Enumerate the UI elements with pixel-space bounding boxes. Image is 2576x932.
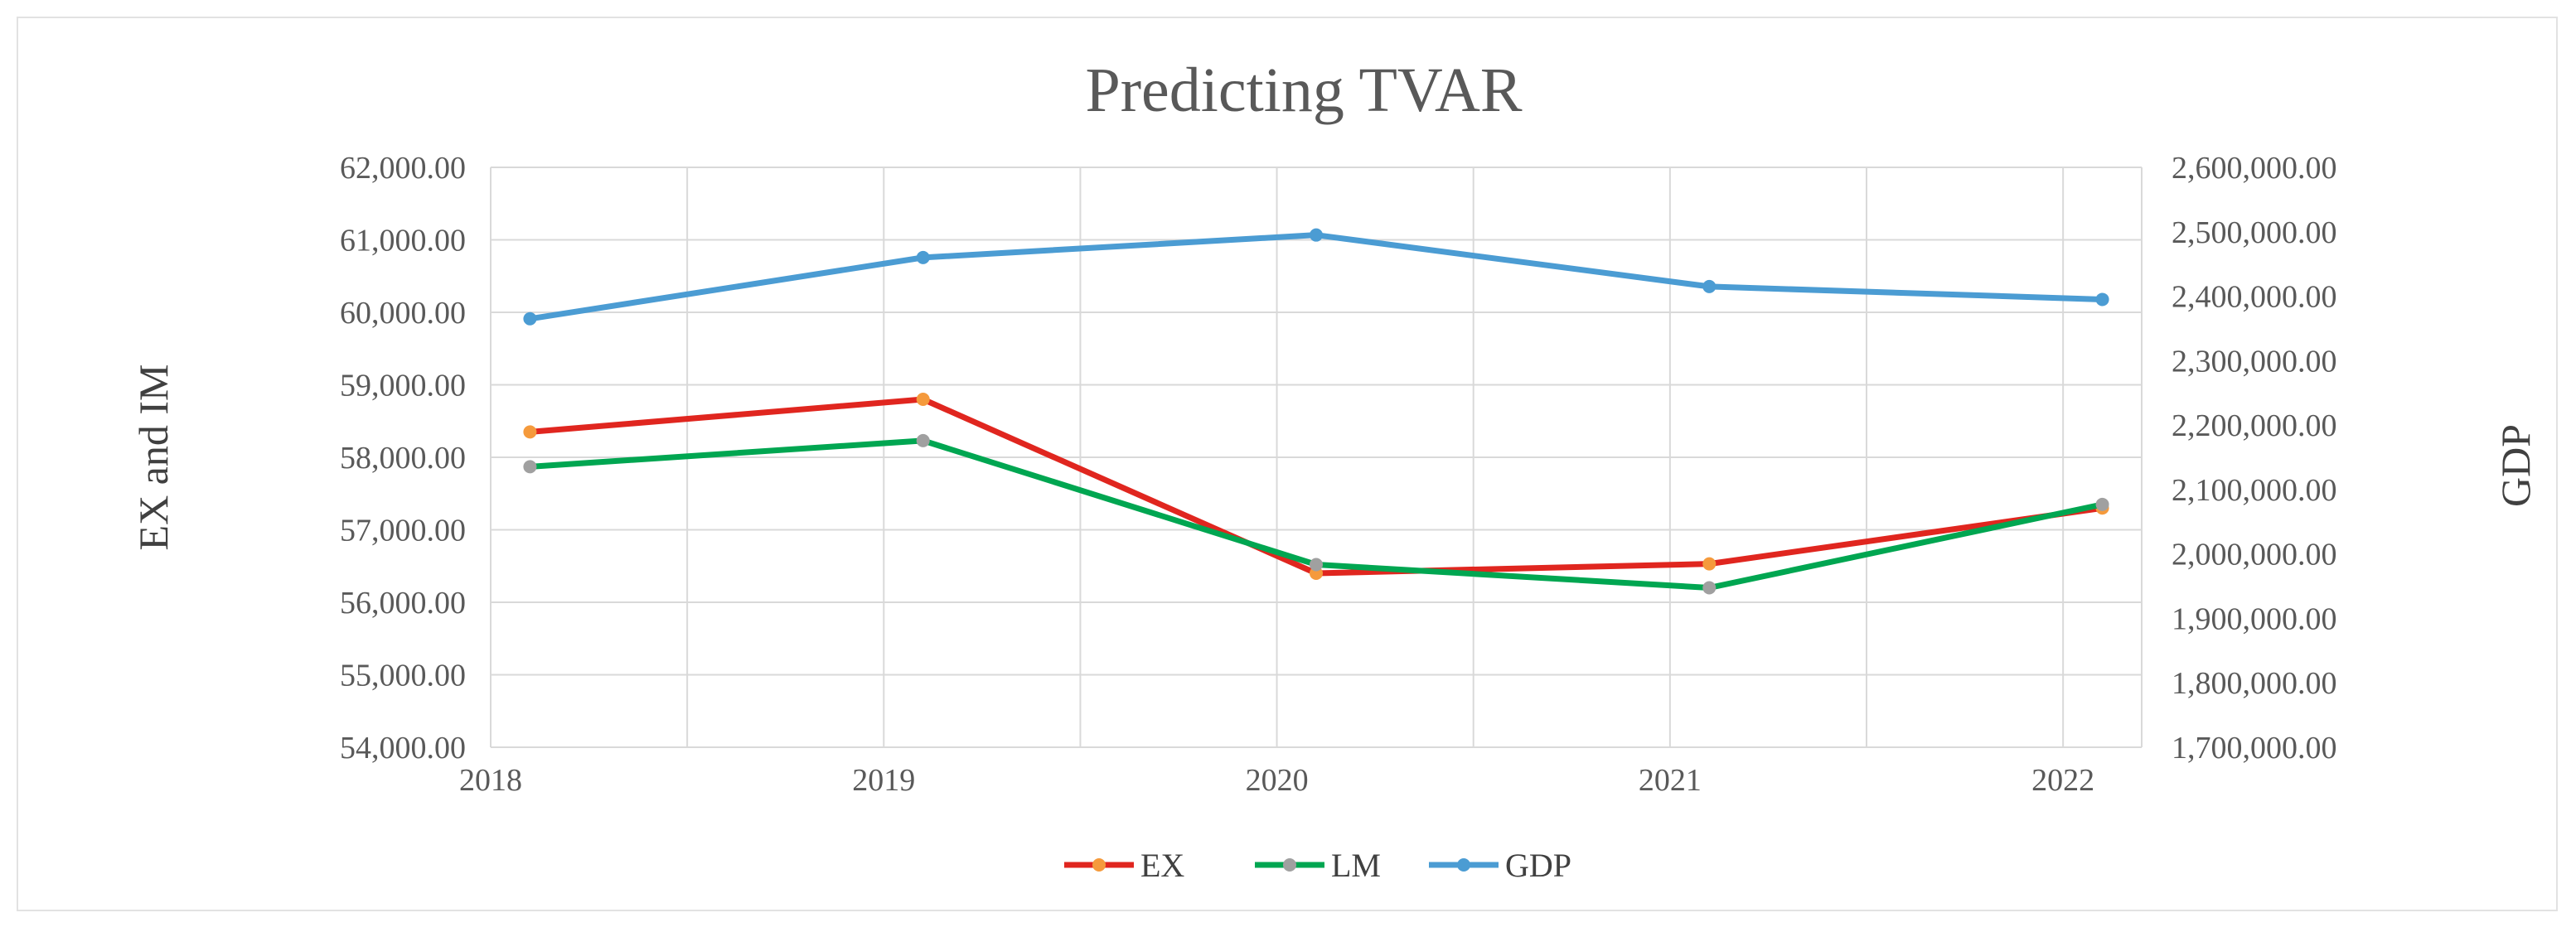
series-lm (523, 433, 2109, 595)
x-tick-label: 2022 (2031, 763, 2094, 798)
legend-swatch-marker (1457, 858, 1470, 872)
left-tick-label: 60,000.00 (340, 296, 466, 331)
x-tick-label: 2019 (852, 763, 915, 798)
right-tick-label: 2,400,000.00 (2172, 280, 2337, 315)
data-point-lm (916, 433, 930, 447)
legend-item-ex: EX (1064, 847, 1184, 884)
left-axis-ticks: 54,000.00 55,000.00 56,000.00 57,000.00 58,0… (340, 151, 466, 765)
right-tick-label: 2,300,000.00 (2172, 344, 2337, 379)
series-gdp (523, 228, 2109, 326)
right-tick-label: 1,700,000.00 (2172, 731, 2337, 765)
right-axis-ticks: 1,700,000.00 1,800,000.00 1,900,000.00 2,00… (2172, 151, 2337, 765)
grid-layer (490, 167, 2143, 748)
legend-swatch-marker (1283, 858, 1296, 872)
chart-title: Predicting TVAR (1085, 56, 1522, 125)
data-point-lm (1702, 581, 1717, 595)
data-point-lm (2095, 497, 2109, 511)
right-tick-label: 2,000,000.00 (2172, 538, 2337, 572)
data-point-gdp (523, 311, 537, 326)
right-tick-label: 2,100,000.00 (2172, 473, 2337, 508)
data-point-gdp (1702, 279, 1717, 293)
right-tick-label: 2,500,000.00 (2172, 215, 2337, 250)
data-point-ex (1702, 557, 1717, 571)
x-axis-ticks: 2018 2019 2020 2021 2022 (459, 763, 2094, 798)
x-tick-label: 2020 (1246, 763, 1309, 798)
right-tick-label: 2,600,000.00 (2172, 151, 2337, 186)
data-point-gdp (1310, 228, 1323, 242)
legend-item-gdp: GDP (1429, 847, 1571, 884)
left-tick-label: 59,000.00 (340, 369, 466, 403)
data-point-lm (1310, 558, 1323, 572)
left-tick-label: 56,000.00 (340, 586, 466, 621)
series-layer (523, 228, 2109, 595)
right-tick-label: 2,200,000.00 (2172, 408, 2337, 443)
data-point-lm (523, 460, 537, 474)
series-ex (523, 393, 2109, 580)
legend-label: GDP (1505, 847, 1571, 884)
chart-frame: Predicting TVAR 54,000.00 55,000.00 56,000… (17, 17, 2558, 911)
legend-label: EX (1140, 847, 1184, 884)
right-tick-label: 1,800,000.00 (2172, 666, 2337, 701)
legend-item-lm: LM (1255, 847, 1381, 884)
left-tick-label: 58,000.00 (340, 441, 466, 476)
x-tick-label: 2018 (459, 763, 522, 798)
data-point-ex (916, 393, 930, 406)
right-axis-title: GDP (2492, 424, 2539, 507)
legend-label: LM (1331, 847, 1381, 884)
x-tick-label: 2021 (1639, 763, 1702, 798)
left-tick-label: 61,000.00 (340, 224, 466, 258)
left-tick-label: 54,000.00 (340, 731, 466, 765)
data-point-gdp (2095, 292, 2109, 307)
data-point-ex (523, 425, 537, 439)
left-axis-title: EX and IM (130, 365, 177, 551)
left-tick-label: 62,000.00 (340, 151, 466, 186)
legend-swatch-marker (1092, 858, 1106, 872)
legend: EX LM GDP (1064, 847, 1571, 884)
chart-svg: Predicting TVAR 54,000.00 55,000.00 56,000… (130, 56, 2539, 884)
left-tick-label: 55,000.00 (340, 659, 466, 693)
data-point-gdp (916, 250, 930, 264)
left-tick-label: 57,000.00 (340, 514, 466, 548)
right-tick-label: 1,900,000.00 (2172, 601, 2337, 636)
